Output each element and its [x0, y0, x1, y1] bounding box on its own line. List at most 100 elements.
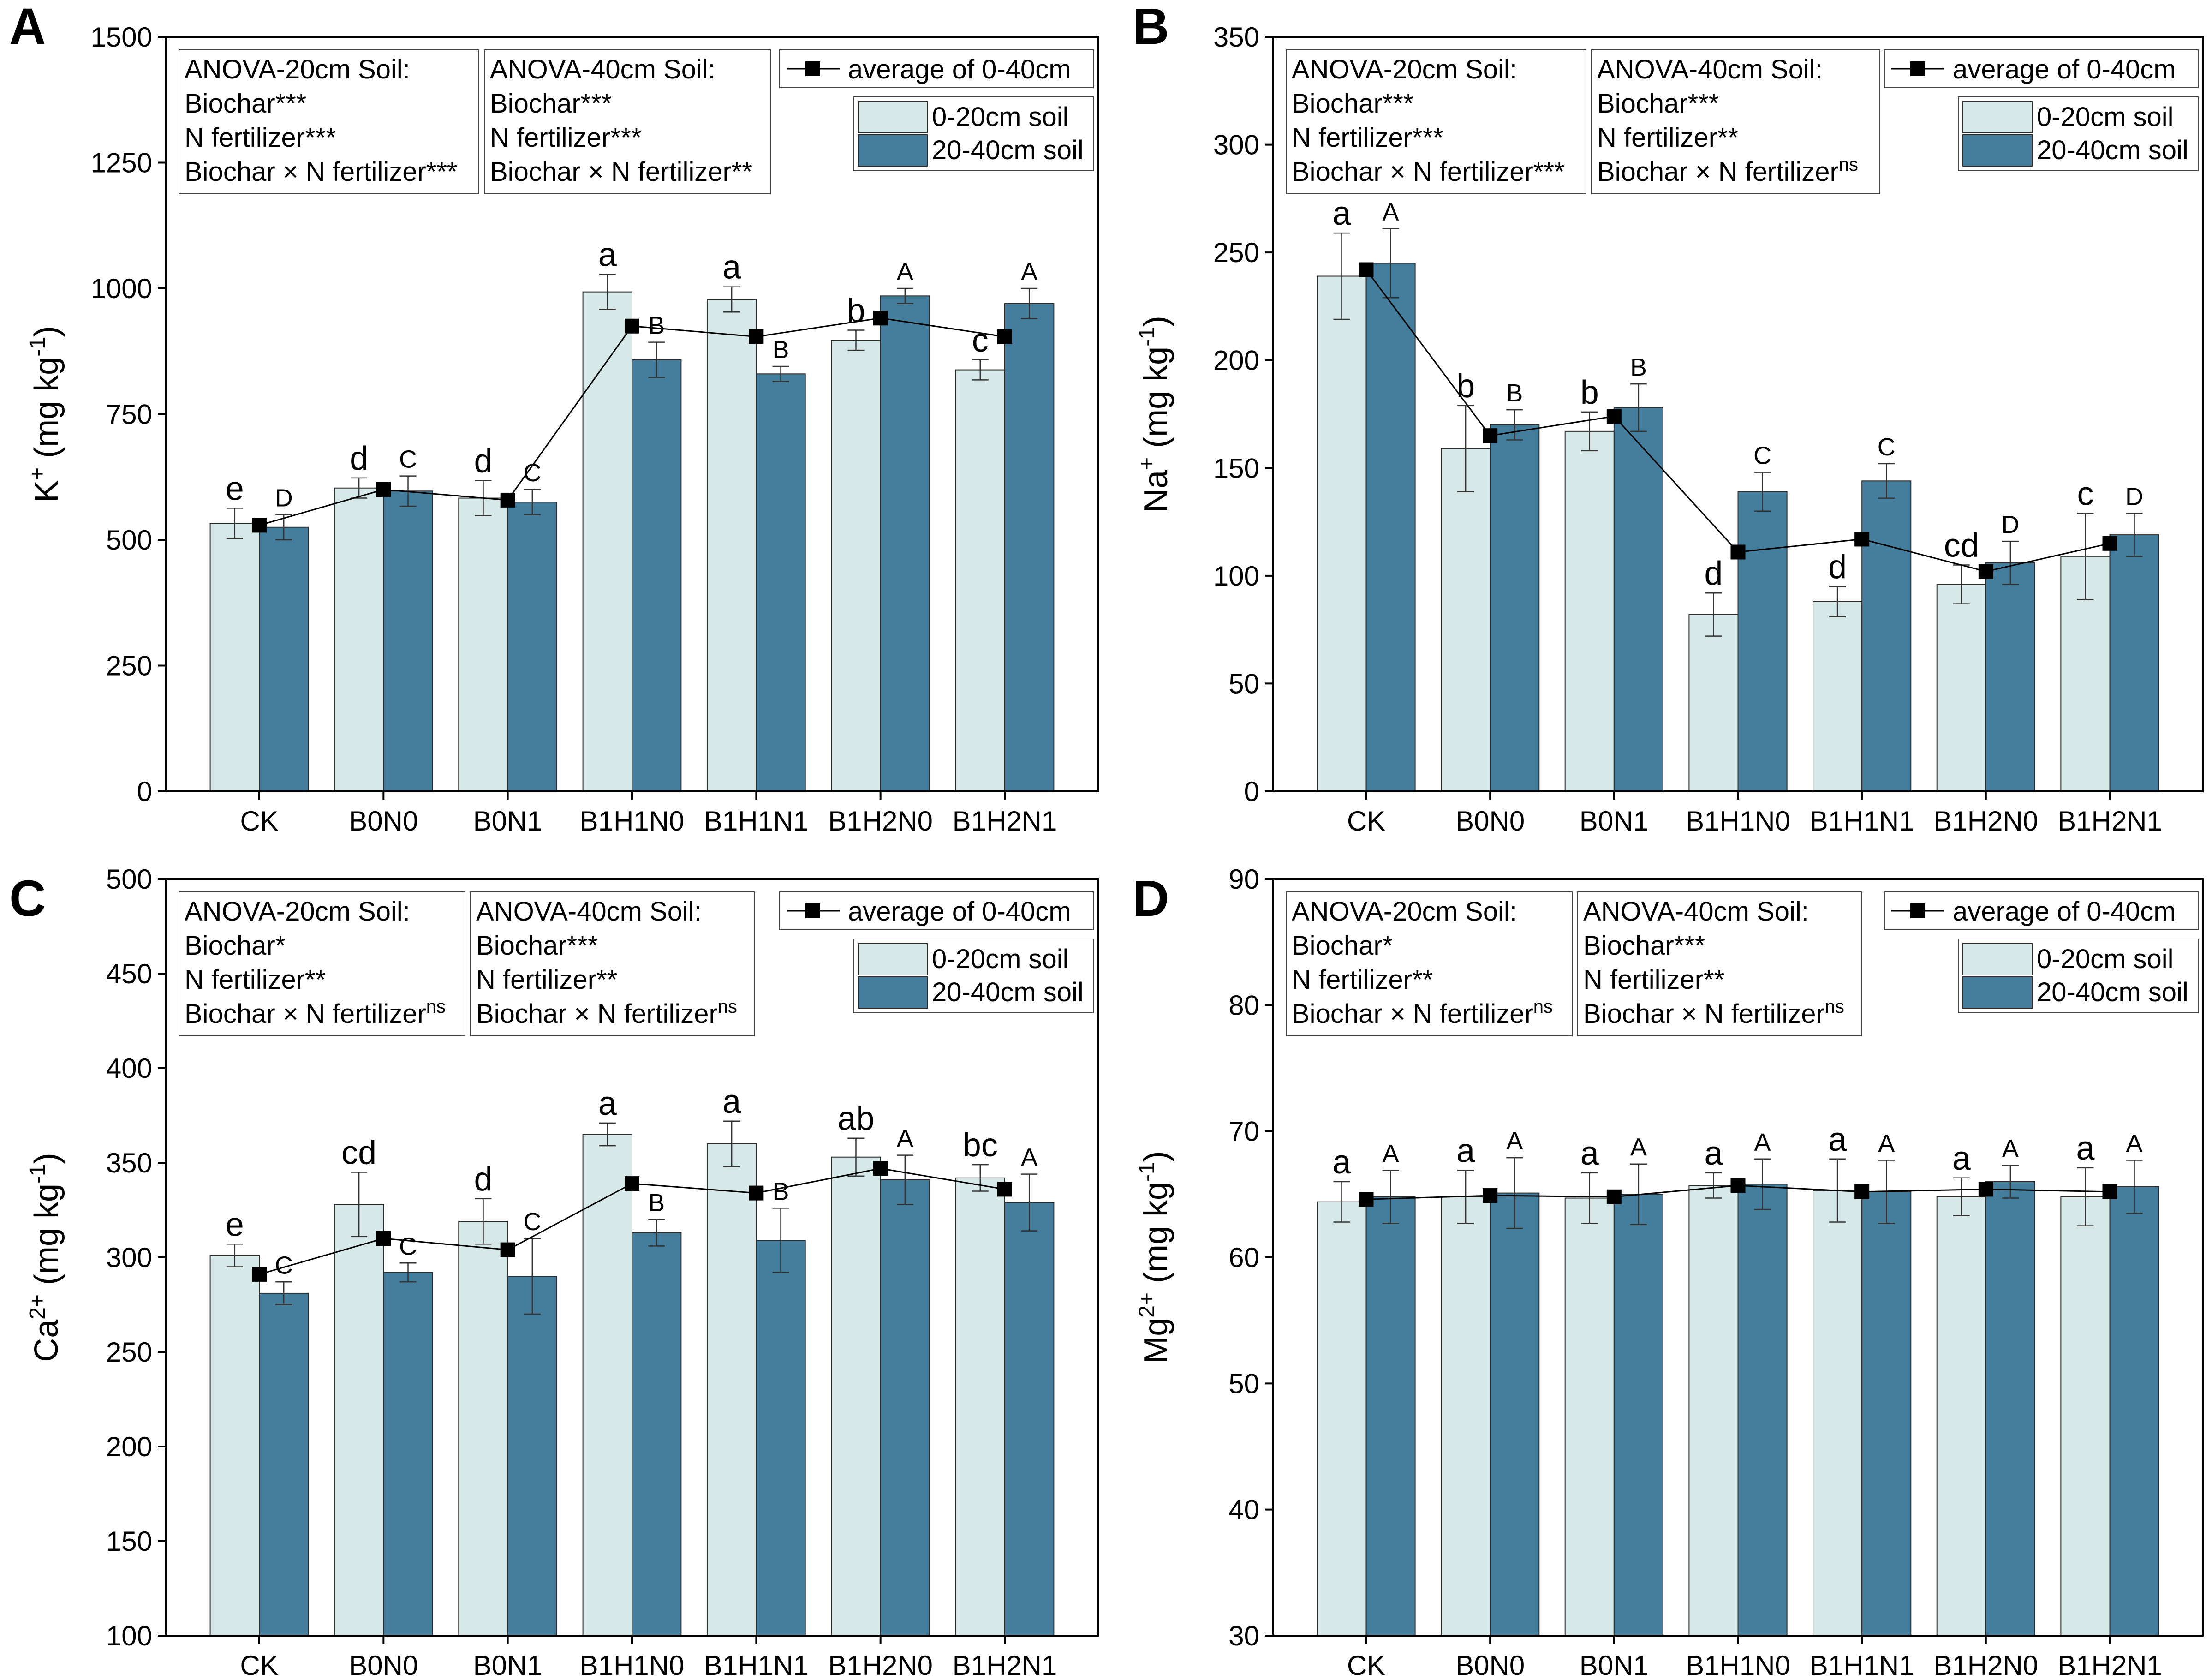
bar	[209, 523, 260, 792]
bar	[756, 373, 806, 792]
significance-letter: A	[1021, 258, 1037, 286]
bar	[1564, 430, 1615, 792]
average-marker	[997, 1182, 1012, 1197]
average-marker	[997, 329, 1012, 344]
x-tick-label: B1H1N0	[580, 806, 685, 837]
y-tick-label: 200	[1213, 345, 1259, 376]
significance-letter: C	[523, 459, 541, 487]
bar	[2060, 1196, 2111, 1637]
legend-label-0-20: 0-20cm soil	[2037, 102, 2174, 132]
anova-title: ANOVA-40cm Soil:	[476, 897, 702, 927]
anova-box	[1286, 49, 1586, 194]
y-axis-title: K+ (mg kg-1)	[25, 326, 65, 502]
significance-letter: bc	[963, 1127, 998, 1164]
average-marker	[1854, 532, 1870, 547]
bar	[383, 490, 433, 792]
average-marker	[1359, 262, 1374, 277]
x-tick-label: B1H1N1	[704, 1650, 809, 1680]
significance-letter: e	[226, 470, 244, 507]
bar	[1490, 1192, 1540, 1637]
legend-average-label: average of 0-40cm	[848, 54, 1071, 84]
y-tick-label: 500	[106, 525, 152, 556]
x-tick-label: B1H2N1	[2057, 1650, 2162, 1680]
bar	[632, 359, 682, 792]
average-marker	[1359, 1192, 1374, 1207]
y-tick-label: 0	[137, 776, 152, 807]
average-marker	[2102, 1184, 2117, 1199]
legend-label-0-20: 0-20cm soil	[932, 944, 1069, 974]
y-tick-label: 200	[106, 1431, 152, 1462]
y-tick-label: 500	[106, 864, 152, 895]
significance-letter: a	[1580, 1135, 1599, 1172]
bar	[1004, 303, 1055, 792]
legend-label-0-20: 0-20cm soil	[2037, 944, 2174, 974]
significance-letter: A	[1754, 1129, 1771, 1156]
x-tick-label: B0N1	[1580, 1650, 1649, 1680]
bar	[1813, 601, 1863, 792]
bar	[1813, 1190, 1863, 1636]
x-tick-label: B1H2N1	[953, 1650, 1057, 1680]
average-marker	[1483, 428, 1498, 443]
significance-letter: a	[722, 249, 741, 286]
legend-swatch-20-40	[858, 976, 928, 1009]
average-marker	[376, 1231, 391, 1246]
significance-letter: A	[1021, 1144, 1037, 1172]
bar	[507, 502, 558, 792]
bar	[1985, 1181, 2035, 1636]
significance-letter: cd	[1944, 527, 1979, 564]
bar	[880, 295, 930, 792]
bar	[383, 1272, 433, 1637]
significance-letter: a	[2076, 1130, 2095, 1167]
anova-box	[1577, 891, 1862, 1036]
legend-average-label: average of 0-40cm	[1953, 897, 2176, 927]
y-tick-label: 450	[106, 958, 152, 989]
significance-letter: d	[474, 1161, 492, 1198]
anova-line: Biochar × N fertilizer**	[490, 157, 752, 187]
y-tick-label: 1250	[91, 148, 152, 179]
significance-letter: C	[523, 1208, 541, 1236]
x-tick-label: B1H1N1	[704, 806, 809, 837]
y-tick-label: 60	[1228, 1242, 1259, 1273]
legend-swatch-0-20	[1962, 101, 2033, 133]
y-tick-label: 150	[1213, 453, 1259, 484]
average-marker	[1606, 1189, 1622, 1204]
bar	[458, 1221, 508, 1637]
panel-a: Ae d d a a b c D C C B B A A 0 250 500 750 1000 1250 1500 CK B…	[9, 0, 1099, 837]
anova-line: N fertilizer**	[1597, 123, 1738, 153]
legend-swatch-0-20	[1962, 943, 2033, 975]
legend-swatch-20-40	[1962, 134, 2033, 167]
average-marker	[252, 1267, 267, 1282]
bar	[1613, 1194, 1663, 1636]
anova-line: Biochar × N fertilizerns	[1292, 997, 1553, 1029]
anova-title: ANOVA-20cm Soil:	[1292, 897, 1517, 927]
anova-line: N fertilizer**	[185, 965, 326, 995]
x-tick-label: B0N0	[1455, 806, 1525, 837]
anova-title: ANOVA-40cm Soil:	[490, 54, 715, 84]
bar	[458, 497, 508, 792]
x-tick-label: B1H2N0	[828, 806, 933, 837]
y-tick-label: 250	[1213, 237, 1259, 268]
anova-box	[1286, 891, 1573, 1036]
bar	[1861, 1191, 1912, 1637]
significance-letter: a	[1704, 1135, 1723, 1172]
significance-letter: A	[2002, 1135, 2019, 1162]
bar	[1936, 1196, 1986, 1637]
x-tick-label: B1H1N1	[1810, 1650, 1914, 1680]
y-tick-label: 80	[1228, 990, 1259, 1021]
bar	[1985, 562, 2035, 792]
anova-box	[1591, 49, 1880, 194]
significance-letter: a	[598, 1085, 617, 1122]
anova-title: ANOVA-20cm Soil:	[1292, 54, 1517, 84]
anova-title: ANOVA-40cm Soil:	[1583, 897, 1809, 927]
average-marker	[749, 329, 764, 344]
legend-average-marker	[805, 61, 820, 76]
legend-label-20-40: 20-40cm soil	[932, 977, 1084, 1007]
y-tick-label: 300	[1213, 130, 1259, 161]
bar	[2109, 534, 2159, 792]
significance-letter: D	[2001, 511, 2019, 538]
average-marker	[376, 482, 391, 497]
legend-average-marker	[805, 903, 820, 918]
y-axis-title: Na+ (mg kg-1)	[1135, 316, 1175, 513]
legend-average-label: average of 0-40cm	[848, 897, 1071, 927]
y-tick-label: 300	[106, 1242, 152, 1273]
